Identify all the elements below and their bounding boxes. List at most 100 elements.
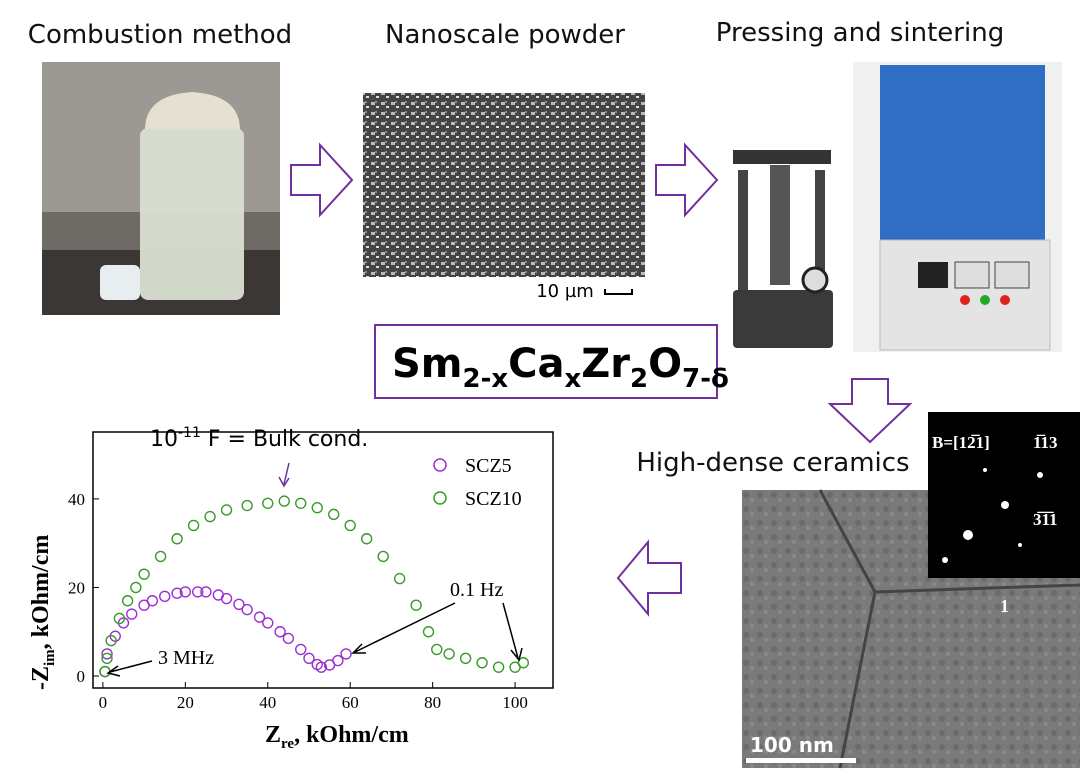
data-point xyxy=(113,612,126,625)
data-point xyxy=(179,586,192,598)
step-title: Combustion method xyxy=(28,20,292,50)
data-point xyxy=(138,568,150,580)
x-tick-label: 20 xyxy=(177,693,194,712)
step-title: High-dense ceramics xyxy=(636,448,909,478)
data-point xyxy=(159,590,171,603)
data-point xyxy=(101,652,113,665)
data-point xyxy=(274,626,286,638)
data-point xyxy=(99,665,111,678)
data-point xyxy=(295,643,307,656)
data-point xyxy=(311,502,323,514)
data-point xyxy=(332,654,344,667)
diffraction-label: 1̅13 xyxy=(1033,433,1058,452)
data-point xyxy=(443,648,455,660)
scale-bar xyxy=(604,289,633,295)
data-point xyxy=(154,550,167,563)
x-tick-label: 80 xyxy=(424,693,441,712)
data-point xyxy=(340,648,352,660)
data-point xyxy=(130,581,142,594)
formula-box xyxy=(374,324,718,399)
x-tick-label: 100 xyxy=(502,693,528,712)
label-sub: re xyxy=(281,736,294,752)
data-point xyxy=(431,643,443,656)
press-photo xyxy=(733,150,833,348)
flow-arrow xyxy=(655,142,719,218)
grain-boundary xyxy=(874,583,1081,594)
diffraction-inset xyxy=(928,412,1080,578)
formula-part: Ca xyxy=(508,341,564,387)
step-title: Pressing and sintering xyxy=(716,18,1004,48)
flow-arrow xyxy=(616,539,682,617)
data-point xyxy=(191,586,204,598)
y-tick-label: 40 xyxy=(68,490,85,509)
data-point xyxy=(377,550,389,563)
data-point xyxy=(171,533,183,545)
sem-image xyxy=(363,93,645,277)
formula-sub: 7-δ xyxy=(682,364,729,394)
annotation-part: F = Bulk cond. xyxy=(201,427,368,452)
data-point xyxy=(101,648,113,660)
data-point xyxy=(282,632,295,645)
data-point xyxy=(105,634,117,647)
data-point xyxy=(262,617,274,629)
annotation-arrow xyxy=(278,462,290,488)
data-point xyxy=(328,508,340,521)
x-tick-label: 60 xyxy=(342,693,359,712)
legend-marker xyxy=(433,491,447,505)
label-sub: im xyxy=(42,649,58,666)
data-point xyxy=(295,497,307,510)
annotation-part: 10 xyxy=(150,427,178,452)
flow-arrow xyxy=(827,378,913,444)
data-point xyxy=(344,519,356,532)
label-part: , kOhm/cm xyxy=(294,722,409,748)
furnace-photo xyxy=(853,62,1062,352)
formula-sub: x xyxy=(565,364,582,394)
data-point xyxy=(459,652,472,665)
data-point xyxy=(220,592,233,605)
data-point xyxy=(126,608,138,620)
formula-sub: 2-x xyxy=(463,364,509,394)
data-point xyxy=(393,572,406,585)
annotation: 3 MHz xyxy=(158,647,214,669)
step-title: Nanoscale powder xyxy=(385,20,625,50)
data-point xyxy=(204,510,216,523)
data-point xyxy=(315,661,328,673)
data-point xyxy=(121,595,134,607)
annotation: 0.1 Hz xyxy=(450,579,503,601)
data-point xyxy=(517,657,530,669)
annotation-arrow xyxy=(106,660,153,677)
y-tick-label: 20 xyxy=(68,578,85,597)
scale-label: 10 µm xyxy=(536,281,594,302)
data-point xyxy=(241,603,253,616)
data-point xyxy=(476,657,488,669)
diffraction-label: 3̅1̅1 xyxy=(1033,510,1058,529)
data-point xyxy=(233,598,245,610)
data-point xyxy=(422,626,435,638)
grain-label: 1 xyxy=(1000,596,1009,616)
diffraction-label: B=[12̅1] xyxy=(932,433,990,452)
data-point xyxy=(492,661,505,673)
annotation: 10-11 F = Bulk cond. xyxy=(150,425,368,452)
label-part: Z xyxy=(265,722,281,748)
data-point xyxy=(410,599,422,611)
data-point xyxy=(253,611,266,623)
formula-part: Zr xyxy=(581,341,630,387)
diffraction-spots xyxy=(942,468,1043,563)
formula-part: O xyxy=(648,341,682,387)
data-point xyxy=(278,495,290,507)
flow-arrow xyxy=(290,142,354,218)
scale-bar xyxy=(746,758,856,763)
scale-label: 100 nm xyxy=(750,733,834,757)
formula-part: Sm xyxy=(392,341,463,387)
legend-label: SCZ10 xyxy=(465,488,522,510)
y-tick-label: 0 xyxy=(77,667,86,686)
legend-label: SCZ5 xyxy=(465,455,512,477)
data-point xyxy=(360,533,373,545)
x-tick-label: 0 xyxy=(99,693,108,712)
data-point xyxy=(262,497,274,510)
data-point xyxy=(303,652,315,665)
legend-marker xyxy=(433,458,447,472)
data-point xyxy=(146,595,159,607)
